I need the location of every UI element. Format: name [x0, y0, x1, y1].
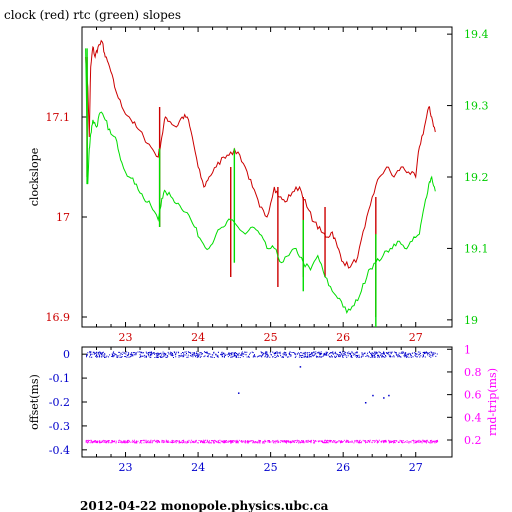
x-tick-label: 26: [336, 461, 350, 474]
offset-points: [86, 351, 438, 358]
x-tick-label: 24: [191, 331, 205, 344]
clock-series-line: [85, 39, 436, 269]
y-tick-label: 17: [56, 211, 70, 224]
y-axis-label: clockslope: [28, 148, 41, 206]
offset-outlier-point: [372, 394, 374, 397]
y2-tick-label: 0.8: [464, 366, 482, 379]
y-tick-label: 17.1: [46, 111, 71, 124]
y-tick-label: 16.9: [46, 311, 71, 324]
y2-tick-label: 19.4: [464, 28, 489, 41]
y2-tick-label: 19: [464, 314, 478, 327]
offset-outlier-point: [237, 392, 240, 394]
x-tick-label: 25: [264, 461, 278, 474]
y2-tick-label: 19.2: [464, 171, 489, 184]
y2-tick-label: 0.4: [464, 411, 482, 424]
y-tick-label: -0.2: [49, 396, 70, 409]
x-tick-label: 27: [409, 331, 423, 344]
footer-text: 2012-04-22 monopole.physics.ubc.ca: [80, 499, 329, 512]
offset-outlier-point: [383, 397, 385, 399]
offset-outlier-point: [388, 394, 390, 397]
rnd-trip-points: [85, 439, 439, 444]
x-tick-label: 25: [264, 331, 278, 344]
y-tick-label: -0.4: [49, 444, 70, 457]
offset-outlier-point: [364, 402, 367, 404]
plot-frame: [81, 26, 453, 328]
x-tick-label: 27: [409, 461, 423, 474]
offset-outlier-point: [299, 366, 302, 368]
y2-tick-label: 0.2: [464, 434, 482, 447]
y2-tick-label: 1: [464, 343, 471, 356]
rtc-series-line: [85, 48, 436, 315]
y2-tick-label: 19.3: [464, 100, 489, 113]
x-tick-label: 23: [119, 331, 133, 344]
y-tick-label: 0: [63, 348, 70, 361]
x-tick-label: 26: [336, 331, 350, 344]
y-axis-label: offset(ms): [28, 374, 41, 430]
slopes-plot: 23 24 25 26 27 16.9 17 17.1 19 19.1 19.2 19.3 19.4 cl…: [28, 26, 489, 344]
x-tick-label: 24: [191, 461, 205, 474]
y-tick-label: -0.1: [49, 372, 70, 385]
y2-tick-label: 0.6: [464, 389, 482, 402]
chart-title: clock (red) rtc (green) slopes: [4, 8, 181, 22]
y2-tick-label: 19.1: [464, 242, 489, 255]
y2-axis-label: rnd-trip(ms): [486, 368, 499, 436]
y-tick-label: -0.3: [49, 420, 70, 433]
offset-roundtrip-plot: 23 24 25 26 27 0 -0.1 -0.2 -0.3 -0.4 1 0.8 0.6 0.4 0.2…: [28, 343, 499, 474]
x-tick-label: 23: [119, 461, 133, 474]
